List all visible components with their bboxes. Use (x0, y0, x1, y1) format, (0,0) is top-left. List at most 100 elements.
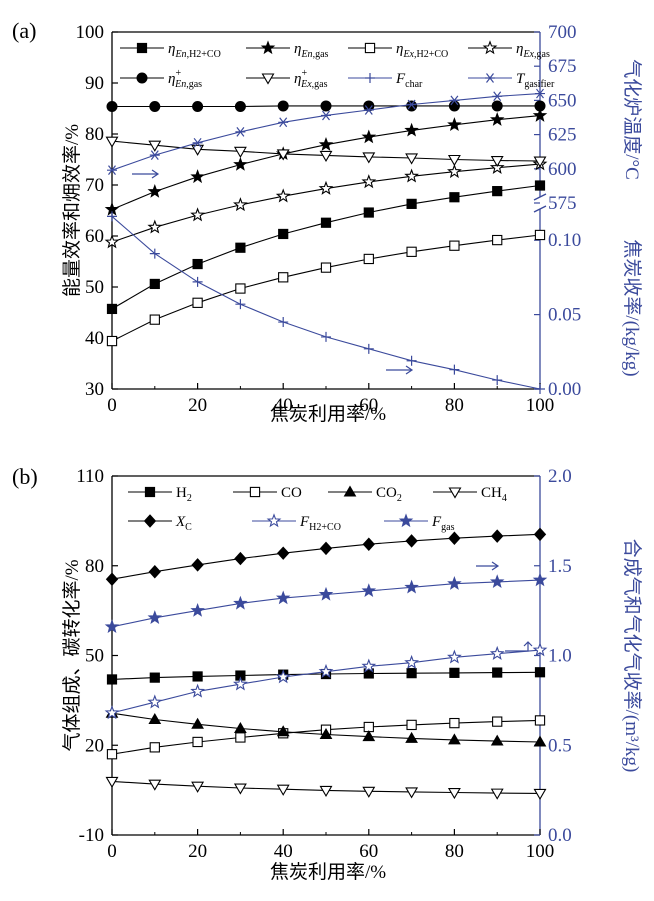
data-point-co (492, 716, 503, 727)
legend-label-ch4: CH4 (481, 485, 507, 504)
data-point-xc (362, 537, 375, 551)
y2-lower-tick-label: 0.05 (548, 305, 581, 326)
y-tick-label: 90 (85, 73, 104, 94)
arrow-to-gas-yield-axis (476, 561, 500, 571)
y-tick-label: 30 (85, 379, 104, 400)
y2-upper-tick-label: 600 (548, 159, 577, 180)
data-point-xc (319, 541, 333, 556)
legend-marker (482, 40, 498, 55)
data-point-co (406, 719, 417, 731)
data-point-h2 (406, 668, 417, 679)
data-point-plusex-gas (405, 153, 419, 165)
data-point-tgasifier (192, 137, 203, 148)
data-point-fchar (192, 276, 203, 287)
data-point-ex-h2plusco (320, 262, 332, 273)
data-point-ch4 (319, 785, 333, 798)
data-point-ch4 (233, 783, 247, 795)
series-plusex-gas (105, 136, 547, 168)
legend-item-fh2plusco: FH2+CO (252, 513, 341, 533)
y-axis-title: 气体组成、碳转化率/% (61, 559, 83, 751)
data-point-en-gas (532, 107, 548, 122)
data-point-co2 (362, 730, 376, 742)
data-point-co2 (191, 717, 204, 729)
data-point-tgasifier (149, 150, 160, 160)
data-point-fgas (361, 583, 377, 598)
y2-tick-label: 2.0 (548, 466, 572, 487)
data-point-ex-h2plusco (406, 246, 417, 257)
y-tick-label: 70 (85, 175, 104, 196)
data-point-co2 (276, 725, 290, 737)
data-point-en-h2plusco (320, 217, 332, 228)
data-point-fchar (235, 299, 246, 310)
y2-tick-label: 0.5 (548, 735, 572, 756)
data-point-en-gas (147, 183, 163, 198)
data-point-tgasifier (363, 105, 374, 115)
legend-item-tgasifier: Tgasifier (468, 71, 555, 90)
data-point-ex-h2plusco (149, 314, 160, 325)
data-point-fh2plusco (532, 642, 548, 657)
data-point-h2 (534, 667, 546, 678)
legend-item-ch4: CH4 (433, 485, 507, 504)
series-fgas (104, 572, 548, 633)
data-point-ch4 (191, 781, 205, 793)
data-point-co2 (448, 733, 461, 745)
data-point-ch4 (148, 779, 162, 791)
panel-a: 0 20 40 60 80 100 30 40 50 60 70 80 90 100 575 600 625 65… (12, 18, 643, 425)
y2-tick-label: 0.0 (548, 825, 572, 846)
legend-marker (261, 73, 275, 85)
data-point-ex-gas (190, 207, 205, 222)
data-point-ex-gas (318, 180, 334, 195)
data-point-en-h2plusco (406, 198, 417, 209)
data-point-en-h2plusco (192, 258, 203, 270)
data-point-xc (277, 546, 290, 560)
legend-item-ex-h2plusco: ηEx,H2+CO (348, 41, 448, 60)
panel-b: 0 20 40 60 80 100 -10 20 50 80 110 0.0 0.5 1.0 1.5 2.0 焦… (12, 464, 643, 883)
data-point-plusex-gas (105, 136, 119, 148)
data-point-h2 (192, 671, 203, 682)
legend: H2 CO CO2 CH4 XC FH2+CO Fgas (128, 485, 507, 533)
data-point-ch4 (105, 776, 119, 789)
legend-label-co: CO (281, 485, 302, 501)
data-point-fgas (233, 595, 248, 610)
data-point-ex-gas (147, 219, 163, 234)
data-point-ex-gas (361, 174, 377, 189)
x-tick-label: 40 (274, 841, 293, 862)
data-point-co (106, 749, 118, 760)
legend-item-en-h2plusco: ηEn,H2+CO (120, 41, 221, 60)
legend-item-fchar: Fchar (348, 71, 423, 90)
data-point-ex-h2plusco (492, 234, 503, 246)
data-point-plusen-gas (534, 100, 546, 112)
data-point-ex-gas (104, 234, 120, 249)
data-point-ch4 (447, 787, 461, 800)
data-point-xc (491, 529, 504, 543)
y2-lower-tick-label: 0.00 (548, 379, 581, 400)
axis-break-mark (533, 193, 547, 213)
legend-marker (144, 486, 156, 498)
x-tick-label: 80 (445, 395, 464, 416)
series-ex-gas (104, 156, 548, 249)
legend-marker (143, 514, 157, 528)
data-point-en-h2plusco (278, 228, 289, 240)
arrow-to-syngas-yield-axis (505, 641, 533, 652)
legend-item-co2: CO2 (328, 485, 402, 504)
data-point-fgas (404, 579, 419, 594)
legend-label-tgasifier: Tgasifier (516, 71, 555, 90)
data-point-en-h2plusco (363, 207, 374, 218)
panel-label: (b) (12, 464, 38, 489)
data-point-en-gas (318, 137, 334, 151)
data-point-fgas (447, 576, 462, 590)
panel-label: (a) (12, 18, 36, 43)
legend-label-fgas: Fgas (431, 514, 455, 533)
data-point-ex-h2plusco (278, 272, 289, 283)
data-point-ex-gas (447, 163, 462, 179)
data-point-ch4 (490, 788, 504, 800)
data-point-xc (148, 564, 161, 579)
legend-label-h2: H2 (176, 485, 192, 504)
legend-label-co2: CO2 (376, 485, 402, 504)
legend-marker (136, 42, 148, 54)
data-point-plusex-gas (233, 146, 247, 158)
data-point-h2 (149, 672, 160, 683)
series-ex-h2plusco (106, 229, 546, 347)
y2-upper-tick-label: 575 (548, 193, 577, 214)
x-tick-label: 0 (107, 841, 117, 862)
